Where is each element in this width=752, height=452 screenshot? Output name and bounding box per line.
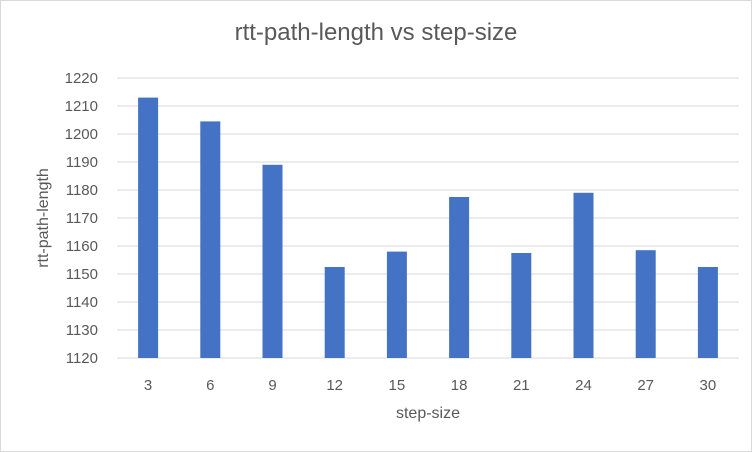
y-axis-title: rtt-path-length	[35, 168, 52, 268]
y-tick-label: 1160	[66, 238, 98, 255]
y-tick-label: 1210	[65, 98, 98, 115]
y-tick-label: 1220	[65, 70, 98, 87]
bar	[449, 197, 470, 358]
x-tick-label: 6	[206, 377, 214, 394]
y-tick-label: 1180	[66, 182, 98, 199]
y-tick-label: 1170	[66, 210, 98, 227]
y-tick-label: 1130	[66, 322, 98, 339]
y-tick-label: 1150	[66, 266, 98, 283]
x-tick-label: 3	[144, 377, 152, 394]
bar	[200, 121, 221, 359]
chart-title: rtt-path-length vs step-size	[234, 19, 518, 46]
bar	[635, 250, 656, 358]
bar	[697, 267, 718, 358]
x-tick-label: 15	[389, 377, 406, 394]
x-tick-label: 27	[637, 377, 654, 394]
x-axis-title: step-size	[396, 405, 460, 422]
bar	[511, 253, 532, 358]
bar	[324, 267, 345, 358]
x-tick-label: 30	[700, 377, 717, 394]
x-tick-label: 21	[513, 377, 530, 394]
x-tick-label: 18	[451, 377, 468, 394]
bar	[262, 164, 283, 358]
x-tick-label: 24	[575, 377, 592, 394]
bar	[386, 251, 407, 358]
bar	[138, 97, 159, 358]
bar	[573, 192, 594, 358]
y-tick-label: 1200	[65, 126, 98, 143]
x-tick-label: 12	[326, 377, 343, 394]
y-tick-label: 1140	[66, 294, 98, 311]
y-tick-label: 1190	[66, 154, 98, 171]
y-tick-label: 1120	[66, 350, 98, 367]
x-tick-label: 9	[268, 377, 276, 394]
